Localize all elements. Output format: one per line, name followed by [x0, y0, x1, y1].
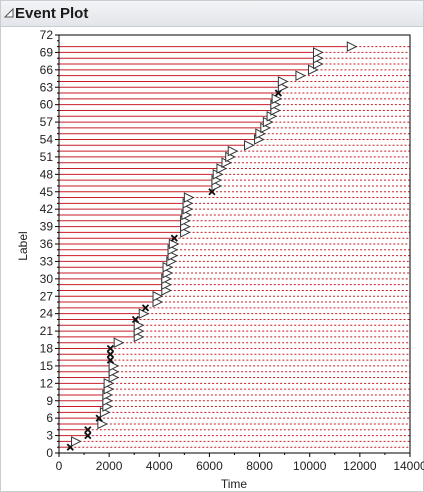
y-axis-title: Label — [16, 231, 30, 260]
failure-marker-stroke — [106, 356, 115, 364]
x-tick-label: 8000 — [246, 459, 273, 473]
censor-marker — [152, 290, 164, 302]
y-tick-label: 54 — [40, 133, 54, 147]
y-tick-label: 39 — [40, 220, 54, 234]
failure-marker — [106, 350, 115, 358]
y-tick-label: 60 — [40, 98, 54, 112]
failure-marker — [106, 344, 115, 353]
y-tick-label: 0 — [46, 446, 53, 460]
failure-marker-stroke — [106, 344, 115, 353]
y-axis: 0369121518212427303336394245485154576063… — [40, 28, 59, 460]
censor-marker — [255, 128, 266, 140]
y-tick-label: 9 — [46, 394, 53, 408]
y-tick-label: 48 — [40, 167, 54, 181]
y-tick-label: 18 — [40, 342, 54, 356]
panel-header[interactable]: Event Plot — [1, 1, 423, 27]
censor-marker — [227, 145, 239, 157]
y-tick-label: 6 — [46, 411, 53, 425]
panel-title: Event Plot — [15, 5, 89, 22]
failure-marker — [131, 315, 140, 324]
failure-marker-stroke — [84, 431, 92, 440]
failure-marker-stroke — [141, 304, 150, 312]
events-layer — [59, 41, 410, 451]
y-tick-label: 45 — [40, 185, 54, 199]
y-tick-label: 36 — [40, 237, 54, 251]
y-tick-label: 57 — [40, 115, 54, 129]
failure-marker — [170, 234, 178, 242]
disclosure-triangle-icon[interactable] — [3, 7, 15, 19]
x-tick-label: 14000 — [393, 459, 424, 473]
failure-marker — [84, 431, 92, 440]
x-tick-label: 10000 — [293, 459, 327, 473]
y-tick-label: 27 — [40, 289, 54, 303]
failure-marker-stroke — [131, 315, 140, 324]
censor-marker — [312, 47, 324, 58]
y-tick-label: 15 — [40, 359, 54, 373]
failure-marker — [141, 304, 150, 312]
censor-marker — [244, 139, 255, 151]
censor-marker — [271, 93, 283, 105]
y-tick-label: 33 — [40, 254, 54, 268]
x-tick-label: 12000 — [343, 459, 377, 473]
y-tick-label: 12 — [40, 376, 54, 390]
y-tick-label: 3 — [46, 429, 53, 443]
censor-marker — [346, 41, 358, 52]
censor-marker — [168, 238, 180, 250]
censor-marker — [103, 378, 115, 389]
x-axis-title: Time — [221, 477, 248, 491]
failure-marker — [84, 426, 92, 434]
censor-marker — [295, 70, 307, 81]
censor-marker — [138, 308, 150, 319]
y-tick-label: 42 — [40, 202, 54, 216]
y-tick-label: 51 — [40, 150, 54, 164]
failure-marker-stroke — [170, 234, 178, 242]
y-tick-label: 66 — [40, 63, 54, 77]
y-tick-label: 72 — [40, 28, 54, 42]
censor-marker — [216, 163, 228, 174]
y-tick-label: 63 — [40, 80, 54, 94]
censor-marker — [97, 418, 108, 430]
censor-marker — [183, 192, 195, 203]
y-tick-label: 30 — [40, 272, 54, 286]
x-tick-label: 0 — [56, 459, 63, 473]
censor-marker — [307, 64, 319, 76]
y-tick-label: 69 — [40, 45, 54, 59]
y-tick-label: 21 — [40, 324, 54, 338]
censor-marker — [108, 360, 120, 372]
x-axis: 0 2000 4000 6000 8000 10000 12000 14000 — [56, 453, 424, 473]
censor-marker — [133, 319, 145, 331]
x-tick-label: 6000 — [196, 459, 223, 473]
censor-marker — [71, 436, 82, 447]
censor-marker — [113, 337, 125, 349]
censor-marker — [277, 76, 289, 87]
failure-marker — [106, 356, 115, 364]
x-tick-label: 4000 — [146, 459, 173, 473]
failure-marker-stroke — [84, 426, 92, 434]
y-tick-label: 24 — [40, 307, 54, 321]
x-tick-label: 2000 — [96, 459, 123, 473]
failure-marker-stroke — [106, 350, 115, 358]
